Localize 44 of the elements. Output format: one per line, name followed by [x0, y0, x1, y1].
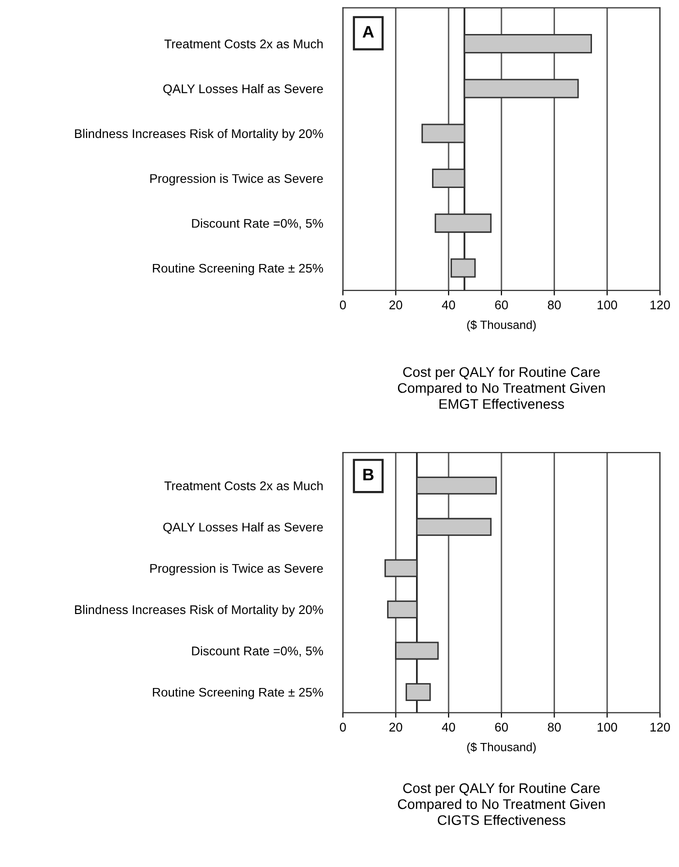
y-tick-label: Blindness Increases Risk of Mortality by 20% — [75, 128, 324, 141]
y-tick-label: Treatment Costs 2x as Much — [164, 481, 323, 490]
annotation: A — [362, 26, 374, 38]
x-tick-label: 100 — [598, 722, 618, 732]
y-tick-label: QALY Losses Half as Severe — [163, 84, 323, 96]
bar — [416, 476, 497, 495]
x-tick-label: 0 — [340, 300, 346, 310]
x-tick-label: 100 — [598, 300, 618, 310]
bar — [434, 213, 492, 233]
x-tick-label: 20 — [389, 300, 402, 310]
y-tick-label: Routine Screening Rate ± 25% — [152, 263, 324, 276]
bar — [464, 34, 592, 54]
y-tick-label: Progression is Twice as Severe — [150, 174, 323, 186]
y-tick-label: Treatment Costs 2x as Much — [164, 39, 323, 48]
bar — [395, 642, 439, 660]
y-tick-label: QALY Losses Half as Severe — [163, 522, 323, 534]
x-tick-label: 120 — [650, 300, 670, 310]
x-tick-label: 80 — [548, 722, 561, 732]
bar — [416, 518, 492, 536]
x-axis-title: ($ Thousand) — [467, 320, 536, 332]
annotation: B — [363, 468, 374, 480]
y-tick-label: Routine Screening Rate ± 25% — [152, 688, 324, 700]
bar — [406, 683, 431, 701]
x-tick-label: 60 — [495, 300, 508, 310]
y-tick-label: Discount Rate =0%, 5% — [192, 646, 324, 657]
x-tick-label: 120 — [650, 722, 670, 732]
x-tick-label: 20 — [389, 722, 402, 732]
x-tick-label: 60 — [495, 722, 508, 732]
text: Cost per QALY for Routine Care Compared to No Treatment Given EMGT Effectiveness — [398, 366, 605, 409]
bar — [384, 559, 418, 578]
y-tick-label: Blindness Increases Risk of Mortality by 20% — [75, 604, 324, 617]
y-tick-label: Progression is Twice as Severe — [150, 564, 323, 576]
bar — [432, 168, 466, 188]
x-tick-label: 80 — [548, 300, 561, 310]
bar — [464, 78, 579, 98]
bar — [387, 600, 418, 618]
text: Cost per QALY for Routine Care Compared to No Treatment Given CIGTS Effectiveness — [398, 782, 605, 826]
x-axis-title: ($ Thousand) — [467, 742, 536, 754]
bar — [450, 258, 476, 278]
x-tick-label: 40 — [442, 300, 456, 310]
y-tick-label: Discount Rate =0%, 5% — [192, 218, 324, 230]
bar — [421, 124, 466, 144]
x-tick-label: 40 — [442, 722, 456, 732]
x-tick-label: 0 — [340, 722, 346, 732]
